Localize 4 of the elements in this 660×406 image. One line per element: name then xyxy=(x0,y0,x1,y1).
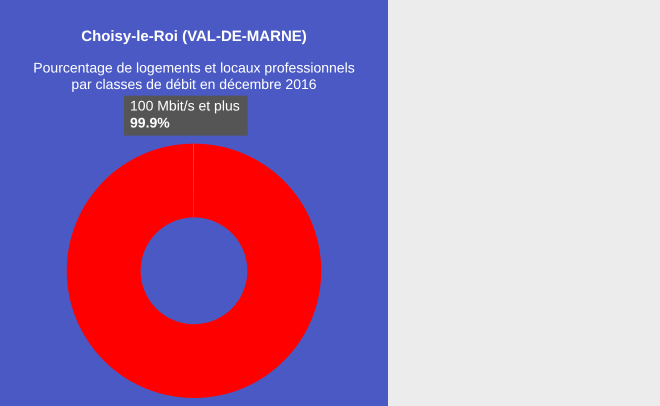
slice-label: 100 Mbit/s et plus xyxy=(130,97,240,114)
chart-subtitle: Pourcentage de logements et locaux professionnels par classes de débit en décembre 2016 xyxy=(33,59,355,92)
data-label: 99.9% xyxy=(130,114,170,130)
chart-title: Choisy-le-Roi (VAL-DE-MARNE) xyxy=(81,28,307,46)
